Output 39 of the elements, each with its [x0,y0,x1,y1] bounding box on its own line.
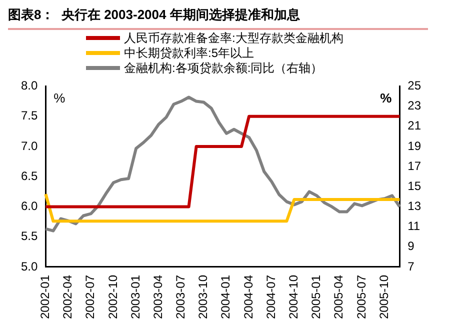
y2-tick-label: 9 [408,239,415,254]
x-tick-label: 2003-04 [150,274,165,320]
x-tick-label: 2004-07 [264,274,278,320]
y2-tick-label: 13 [408,199,422,214]
y-tick-label: 6.5 [20,168,38,183]
y-tick-label: 7.0 [20,138,38,153]
y2-tick-label: 7 [408,259,415,274]
legend-label: 人民币存款准备金率:大型存款类金融机构 [124,30,344,46]
x-tick-label: 2002-07 [83,274,98,320]
y-axis-title: % [54,90,66,106]
y2-tick-label: 15 [408,178,422,193]
x-tick-label: 2005-04 [332,274,346,320]
y2-tick-label: 23 [408,98,422,113]
y2-tick-label: 19 [408,138,422,153]
chart-title: 图表8： 央行在 2003-2004 年期间选择提准和加息 [7,6,301,24]
y-tick-label: 7.5 [20,108,38,123]
x-tick-label: 2004-01 [218,274,233,320]
legend-label: 中长期贷款利率:5年以上 [124,46,254,60]
y2-tick-label: 25 [408,78,422,93]
x-tick-label: 2005-07 [354,274,368,320]
legend-label: 金融机构:各项贷款余额:同比（右轴） [124,60,323,76]
y-tick-label: 6.0 [20,199,38,214]
x-tick-label: 2004-10 [286,274,301,320]
y2-tick-label: 17 [408,158,422,173]
x-tick-label: 2003-01 [128,274,142,320]
y-tick-label: 8.0 [20,78,38,93]
x-tick-label: 2002-01 [38,274,52,320]
x-tick-label: 2004-04 [241,274,256,320]
y-tick-label: 5.0 [20,259,38,274]
y2-axis-title: % [380,90,392,106]
x-tick-label: 2002-10 [106,274,120,320]
x-tick-label: 2003-07 [174,274,188,320]
y2-tick-label: 21 [408,118,422,133]
x-tick-label: 2005-10 [376,274,391,320]
x-tick-label: 2005-01 [309,274,324,320]
x-tick-label: 2002-04 [60,274,75,320]
y2-tick-label: 11 [408,219,420,234]
y-tick-label: 5.5 [20,229,38,244]
x-tick-label: 2003-10 [196,274,210,320]
